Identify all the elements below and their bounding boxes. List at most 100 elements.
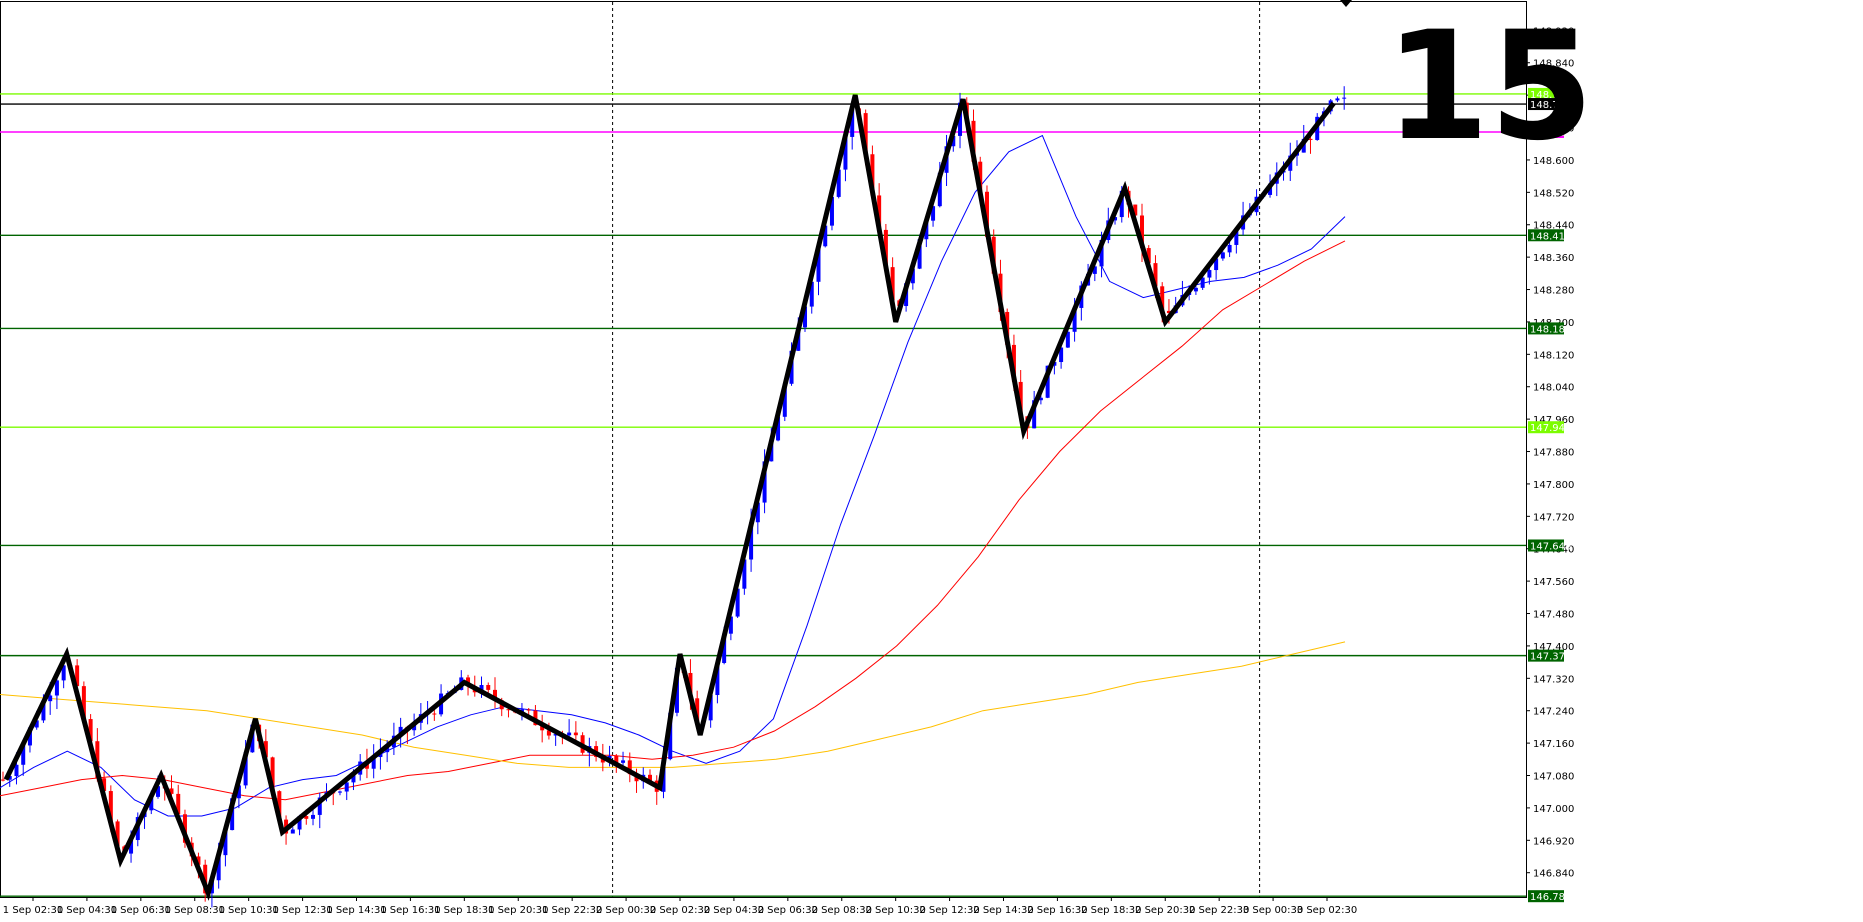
candle-body: [931, 206, 936, 221]
candle-body: [21, 745, 26, 765]
price-tick-label: 147.400: [1533, 642, 1574, 653]
candle-body: [27, 727, 32, 746]
candle-body: [917, 239, 922, 269]
time-tick-label: 1 Sep 20:30: [488, 905, 548, 916]
candle-body: [432, 713, 437, 715]
candle-body: [843, 136, 848, 170]
zigzag-line: [3, 94, 1336, 901]
price-tick-label: 148.520: [1533, 188, 1574, 199]
candle-body: [1342, 97, 1347, 99]
candle-body: [829, 196, 834, 226]
candle-body: [344, 782, 349, 792]
price-tick-label: 147.880: [1533, 448, 1574, 459]
candle-body: [1065, 331, 1070, 348]
level-badge: [1528, 98, 1564, 111]
time-axis: 1 Sep 02:301 Sep 04:301 Sep 06:301 Sep 0…: [3, 897, 1357, 916]
candle-body: [984, 191, 989, 237]
candle-body: [486, 685, 491, 690]
time-tick-label: 1 Sep 18:30: [434, 905, 494, 916]
candle-body: [850, 108, 855, 137]
moving-average-line: [0, 641, 1346, 768]
candle-body: [951, 135, 956, 147]
candle-body: [1099, 240, 1104, 267]
candle-body: [223, 830, 228, 856]
time-tick-label: 2 Sep 22:30: [1189, 905, 1249, 916]
price-tick-label: 147.160: [1533, 739, 1574, 750]
candle-body: [937, 172, 942, 207]
price-tick-label: 147.560: [1533, 577, 1574, 588]
candle-body: [1146, 248, 1151, 264]
level-badge-label: 148.184: [1530, 324, 1571, 335]
candle-body: [877, 195, 882, 230]
time-tick-label: 2 Sep 08:30: [812, 905, 872, 916]
candle-body: [398, 726, 403, 736]
candle-body: [816, 246, 821, 282]
candle-body: [317, 797, 322, 815]
candle-body: [1207, 270, 1212, 278]
candle-body: [1092, 266, 1097, 274]
candle-body: [648, 774, 652, 781]
candle-body: [297, 816, 302, 830]
candle-body: [668, 712, 673, 760]
level-badge-label: 148.414: [1530, 231, 1571, 242]
candle-body: [1045, 365, 1050, 398]
time-tick-label: 2 Sep 06:30: [758, 905, 818, 916]
candle-body: [263, 741, 268, 758]
candle-body: [1200, 277, 1205, 288]
candle-body: [1335, 98, 1340, 101]
candle-body: [216, 855, 221, 881]
price-tick-label: 148.600: [1533, 156, 1574, 167]
candle-body: [755, 502, 760, 523]
time-tick-label: 2 Sep 14:30: [973, 905, 1033, 916]
candle-body: [1166, 310, 1171, 314]
candle-body: [533, 710, 538, 726]
candle-body: [1234, 229, 1239, 245]
candle-body: [176, 793, 181, 815]
candle-body: [573, 732, 578, 736]
level-badge: [1528, 421, 1564, 434]
candle-body: [54, 680, 59, 696]
candle-body: [311, 814, 316, 819]
price-tick-label: 147.000: [1533, 804, 1574, 815]
price-tick-label: 147.320: [1533, 674, 1574, 685]
level-badge-label: 147.648: [1530, 541, 1571, 552]
candle-body: [715, 662, 720, 696]
candle-body: [958, 102, 963, 136]
candle-body: [1139, 215, 1144, 249]
candle-body: [776, 416, 781, 441]
price-tick-label: 147.960: [1533, 415, 1574, 426]
session-separators: [612, 2, 1261, 897]
candle-body: [1227, 244, 1232, 253]
level-badge: [1528, 649, 1564, 662]
candle-body: [890, 267, 895, 301]
candle-body: [108, 791, 113, 822]
candle-body: [546, 730, 551, 736]
candle-body: [1153, 263, 1158, 287]
price-tick-label: 148.920: [1533, 26, 1574, 37]
price-tick-label: 146.840: [1533, 869, 1574, 880]
candle-body: [728, 616, 733, 634]
candle-body: [722, 633, 727, 663]
candle-body: [270, 757, 275, 792]
level-badge-label: 147.376: [1530, 652, 1571, 663]
zigzag: [3, 94, 1336, 901]
candle-body: [978, 161, 983, 192]
candle-body: [385, 747, 390, 753]
price-tick-label: 147.240: [1533, 707, 1574, 718]
candle-body: [88, 719, 93, 742]
candle-body: [1011, 344, 1016, 382]
time-tick-label: 1 Sep 02:30: [3, 905, 63, 916]
candle-body: [304, 816, 309, 819]
candle-body: [1038, 397, 1043, 401]
candle-body: [870, 154, 875, 196]
time-tick-label: 2 Sep 18:30: [1081, 905, 1141, 916]
candle-body: [910, 268, 915, 284]
candle-body: [243, 752, 248, 786]
level-badge: [1528, 125, 1564, 138]
time-tick-label: 1 Sep 08:30: [165, 905, 225, 916]
price-tick-label: 148.360: [1533, 253, 1574, 264]
candle-body: [290, 829, 295, 834]
time-tick-label: 1 Sep 16:30: [380, 905, 440, 916]
